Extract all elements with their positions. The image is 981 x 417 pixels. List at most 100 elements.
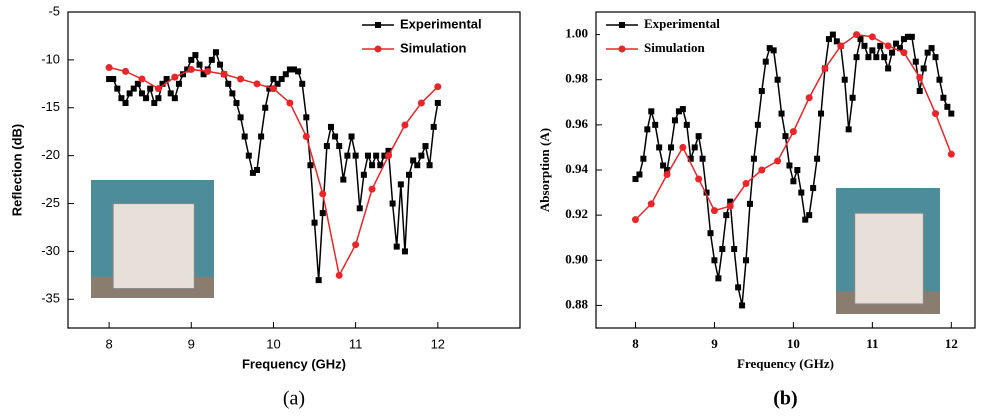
data-point xyxy=(422,143,429,150)
data-point xyxy=(904,33,911,40)
data-point xyxy=(782,133,789,140)
data-point xyxy=(188,56,195,63)
data-point xyxy=(291,66,297,73)
data-point xyxy=(908,33,915,40)
data-point xyxy=(695,133,702,140)
data-point xyxy=(344,152,351,159)
panel-a: 8 9 10 11 12 -5 -10 -15 -20 -25 -30 -35 Frequency (G… xyxy=(9,3,521,410)
data-point xyxy=(187,65,195,73)
data-point xyxy=(640,155,647,162)
y-axis-label: Absorption (A) xyxy=(537,128,552,212)
data-point xyxy=(286,66,293,73)
data-point xyxy=(266,85,273,92)
data-point xyxy=(319,210,326,217)
data-point xyxy=(790,178,797,185)
data-point xyxy=(220,70,228,78)
caption: (b) xyxy=(773,388,797,410)
data-point xyxy=(302,132,310,140)
data-point xyxy=(711,257,718,264)
data-point xyxy=(699,155,706,162)
legend-marker xyxy=(619,22,625,28)
data-point xyxy=(885,65,892,72)
data-point xyxy=(770,47,777,54)
data-point xyxy=(912,58,919,65)
data-point xyxy=(663,171,671,179)
data-point xyxy=(868,33,876,41)
data-point xyxy=(368,185,376,193)
data-point xyxy=(932,110,940,118)
legend-label: Experimental xyxy=(400,16,482,31)
data-point xyxy=(818,110,825,117)
legend-marker xyxy=(374,45,382,53)
data-point xyxy=(853,54,860,61)
y-tick-label: -20 xyxy=(41,147,60,162)
data-point xyxy=(687,155,694,162)
data-point xyxy=(774,76,781,83)
y-tick-label: 0.94 xyxy=(565,161,588,176)
data-point xyxy=(155,95,162,102)
data-point xyxy=(262,104,269,111)
x-tick-label: 12 xyxy=(431,336,445,351)
data-point xyxy=(754,121,761,128)
data-point xyxy=(426,162,433,169)
data-point xyxy=(652,121,659,128)
data-point xyxy=(710,207,718,215)
x-tick-label: 9 xyxy=(711,336,718,351)
y-tick-label: 0.90 xyxy=(565,251,588,266)
data-point xyxy=(916,73,924,81)
data-point xyxy=(746,200,753,207)
data-point xyxy=(679,143,687,151)
inset-sample xyxy=(112,203,195,290)
y-tick-label: 0.96 xyxy=(565,116,588,131)
data-point xyxy=(200,71,207,78)
x-tick-label: 8 xyxy=(105,336,112,351)
data-point xyxy=(434,99,441,106)
data-point xyxy=(739,302,746,309)
y-tick-label: -30 xyxy=(41,243,60,258)
legend-marker xyxy=(618,45,626,53)
data-point xyxy=(369,162,376,169)
data-point xyxy=(743,257,750,264)
data-point xyxy=(143,95,150,102)
data-point xyxy=(335,271,343,279)
data-point xyxy=(758,166,766,174)
data-point xyxy=(806,212,813,219)
data-point xyxy=(138,90,145,97)
y-tick-label: 0.98 xyxy=(565,71,588,86)
y-tick-label: 1.00 xyxy=(565,26,588,41)
data-point xyxy=(841,76,848,83)
data-point xyxy=(147,85,154,92)
data-point xyxy=(323,143,330,150)
data-point xyxy=(671,117,678,124)
data-point xyxy=(151,99,158,106)
y-axis-label: Reflection (dB) xyxy=(9,124,24,216)
data-point xyxy=(660,162,667,169)
data-point xyxy=(352,152,359,159)
plot-frame xyxy=(67,11,521,329)
x-tick-label: 10 xyxy=(787,336,800,351)
y-tick-label: 0.88 xyxy=(565,296,588,311)
data-point xyxy=(924,49,931,56)
data-point xyxy=(295,68,302,75)
data-point xyxy=(719,246,726,252)
data-point xyxy=(389,200,396,207)
y-tick-label: -15 xyxy=(41,99,60,114)
data-point xyxy=(802,216,809,223)
data-point xyxy=(212,49,219,56)
data-point xyxy=(794,167,801,173)
data-point xyxy=(360,171,367,178)
data-point xyxy=(253,80,261,88)
data-point xyxy=(110,76,117,83)
data-point xyxy=(814,155,821,162)
data-point xyxy=(364,152,371,159)
data-point xyxy=(175,80,182,87)
data-point xyxy=(632,176,639,183)
data-point xyxy=(715,275,722,282)
data-point xyxy=(352,241,360,249)
data-point xyxy=(245,152,252,159)
data-point xyxy=(683,121,690,128)
data-point xyxy=(114,85,121,92)
data-point xyxy=(821,64,829,72)
legend-label: Experimental xyxy=(644,16,720,31)
